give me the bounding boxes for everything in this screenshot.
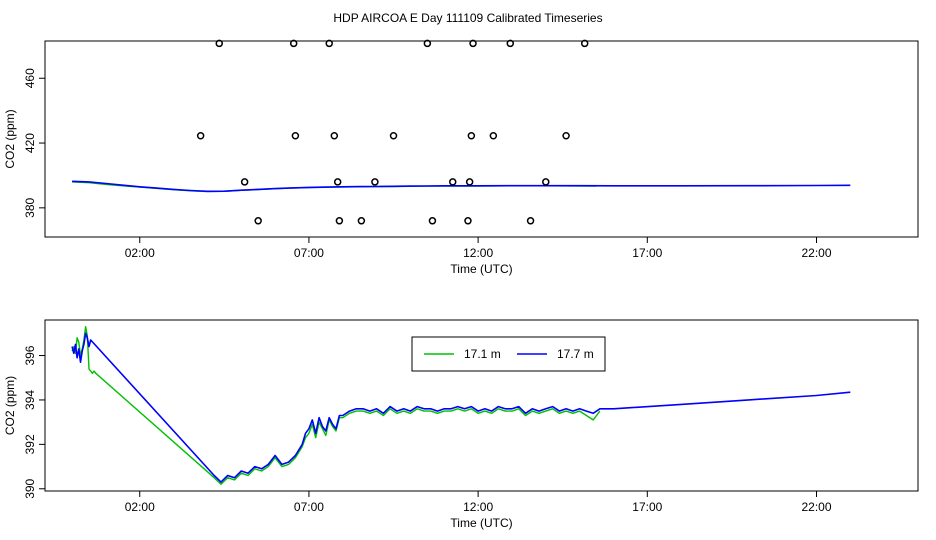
plot-frame xyxy=(44,40,919,238)
data-point xyxy=(465,178,474,186)
data-point xyxy=(467,132,476,140)
legend-label: 17.7 m xyxy=(557,347,594,361)
x-tick-label: 02:00 xyxy=(125,500,155,514)
data-point xyxy=(371,178,379,186)
data-point xyxy=(428,217,437,225)
data-point xyxy=(389,132,398,140)
y-tick-label: 420 xyxy=(23,133,37,153)
x-tick-label: 17:00 xyxy=(632,246,662,260)
chart-title: HDP AIRCOA E Day 111109 Calibrated Times… xyxy=(333,11,602,25)
data-point xyxy=(335,217,344,225)
legend: 17.1 m 17.7 m xyxy=(411,336,606,372)
data-point xyxy=(464,217,472,225)
data-point xyxy=(469,39,477,48)
series-line xyxy=(71,332,851,483)
data-point xyxy=(580,39,589,48)
x-tick-label: 02:00 xyxy=(125,246,155,260)
data-point xyxy=(333,178,342,186)
top-panel: 02:00 07:00 12:00 17:00 22:00 380 420 460 Time (… xyxy=(3,39,919,276)
x-tick-label: 17:00 xyxy=(632,500,662,514)
data-point xyxy=(289,39,298,48)
x-tick-label: 22:00 xyxy=(801,246,831,260)
series-line xyxy=(72,180,851,193)
data-point xyxy=(542,178,550,186)
x-axis-label: Time (UTC) xyxy=(450,516,512,530)
y-tick-label: 380 xyxy=(23,198,37,218)
data-point xyxy=(489,132,498,140)
bottom-panel: 02:00 07:00 12:00 17:00 22:00 390 392 394 396 Tim… xyxy=(3,319,919,530)
x-tick-label: 07:00 xyxy=(294,500,324,514)
data-point xyxy=(506,39,515,48)
data-point xyxy=(357,217,366,225)
x-axis-label: Time (UTC) xyxy=(450,262,512,276)
y-axis-label: CO2 (ppm) xyxy=(3,376,17,435)
data-point xyxy=(330,132,339,140)
y-tick-label: 396 xyxy=(23,345,37,365)
y-tick-label: 460 xyxy=(23,68,37,88)
data-point xyxy=(254,217,262,225)
x-tick-label: 12:00 xyxy=(463,246,493,260)
data-point xyxy=(526,217,535,225)
data-point xyxy=(423,39,432,48)
x-tick-label: 12:00 xyxy=(463,500,493,514)
y-axis-label: CO2 (ppm) xyxy=(3,109,17,168)
data-point xyxy=(448,178,457,186)
data-point xyxy=(325,39,333,48)
data-point xyxy=(240,178,249,186)
legend-label: 17.1 m xyxy=(464,347,501,361)
y-tick-label: 394 xyxy=(23,390,37,410)
y-tick-label: 390 xyxy=(23,478,37,498)
x-tick-label: 22:00 xyxy=(801,500,831,514)
y-tick-label: 392 xyxy=(23,434,37,454)
data-point xyxy=(215,39,224,48)
data-point xyxy=(196,132,205,140)
data-point xyxy=(291,132,300,140)
plot-frame xyxy=(44,319,919,492)
x-tick-label: 07:00 xyxy=(294,246,324,260)
data-point xyxy=(562,132,570,140)
